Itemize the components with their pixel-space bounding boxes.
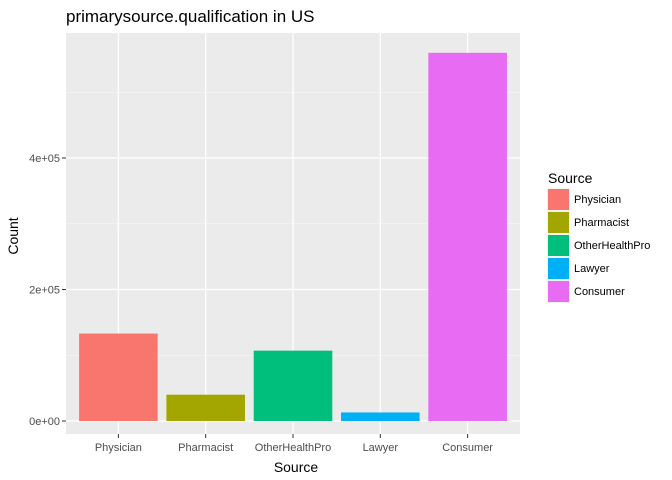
chart-title: primarysource.qualification in US (66, 7, 315, 26)
x-tick-label: Physician (95, 442, 142, 454)
x-tick-label: Pharmacist (178, 442, 233, 454)
x-tick-label: OtherHealthPro (255, 442, 331, 454)
x-tick-label: Consumer (442, 442, 493, 454)
bar-lawyer (341, 412, 420, 421)
legend-swatch-consumer (548, 281, 569, 302)
y-tick-label: 2e+05 (29, 285, 60, 297)
legend-swatch-otherhealthpro (548, 235, 569, 256)
legend-label: Lawyer (574, 263, 610, 275)
x-tick-label: Lawyer (363, 442, 399, 454)
y-axis-title: Count (5, 217, 21, 254)
legend-label: Physician (574, 194, 621, 206)
bar-pharmacist (166, 394, 245, 421)
y-tick-label: 0e+00 (29, 416, 60, 428)
bar-otherhealthpro (253, 350, 333, 421)
bars (79, 52, 507, 422)
legend-label: OtherHealthPro (574, 240, 650, 252)
legend-swatch-lawyer (548, 258, 569, 279)
legend-label: Consumer (574, 286, 625, 298)
bar-consumer (428, 52, 507, 422)
legend-label: Pharmacist (574, 217, 629, 229)
x-axis-title: Source (274, 459, 319, 475)
y-axis: 0e+00 2e+05 4e+05 (29, 153, 66, 428)
bar-physician (79, 333, 158, 421)
y-tick-label: 4e+05 (29, 153, 60, 165)
x-axis: Physician Pharmacist OtherHealthPro Lawyer C… (95, 434, 493, 454)
legend: Source Physician Pharmacist OtherHealthPro… (547, 170, 650, 303)
legend-swatch-physician (548, 189, 569, 210)
legend-swatch-pharmacist (548, 212, 569, 233)
legend-title: Source (548, 170, 593, 186)
